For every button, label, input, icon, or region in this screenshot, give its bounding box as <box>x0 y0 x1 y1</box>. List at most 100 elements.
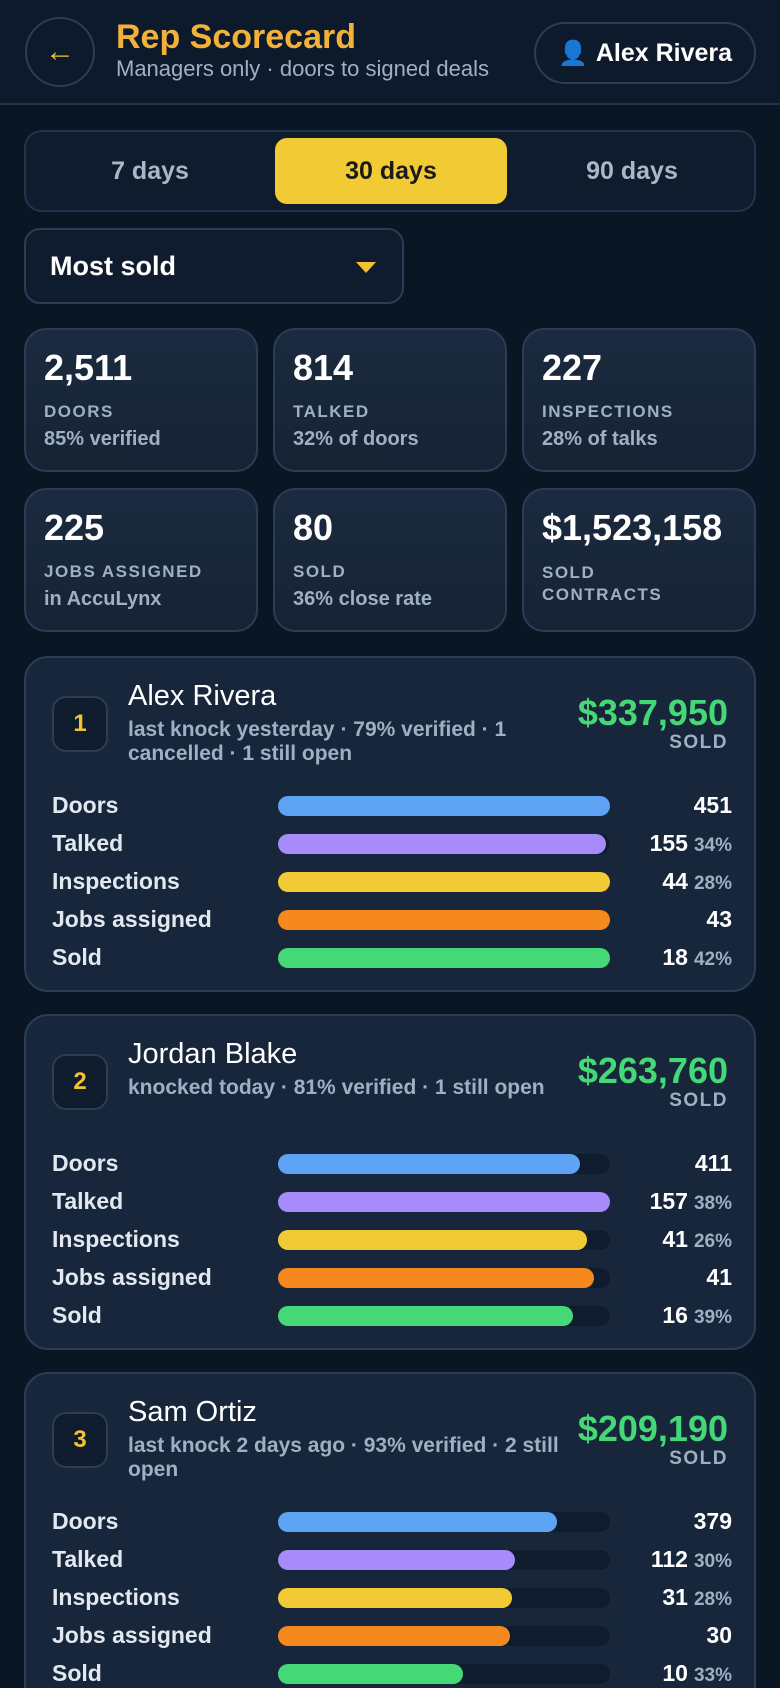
metric-bar-fill <box>278 910 610 930</box>
tab-label: 90 days <box>586 156 678 185</box>
stat-value: 814 <box>293 347 354 388</box>
stat-card-sold: 80 SOLD 36% close rate <box>273 488 507 632</box>
metric-label: Sold <box>52 1302 102 1328</box>
metric-percent: 26% <box>693 1231 732 1252</box>
metric-bar-track <box>278 1154 610 1174</box>
rep-meta: last knock 2 days ago · 93% verified · 2… <box>128 1434 559 1481</box>
rep-card[interactable]: 3 Sam Ortiz last knock 2 days ago · 93% … <box>24 1372 756 1688</box>
tab-30-days[interactable]: 30 days <box>275 138 507 204</box>
metric-rows: Doors 411 Talked 157 38% Inspections 41 26% Jobs… <box>52 1148 732 1338</box>
back-arrow-icon: ← <box>45 35 75 68</box>
metric-bar-fill <box>278 1664 463 1684</box>
back-button[interactable]: ← <box>25 17 95 87</box>
metric-bar-track <box>278 1664 610 1684</box>
metric-label: Doors <box>52 1508 119 1534</box>
metric-label: Talked <box>52 1188 124 1214</box>
stat-value: 225 <box>44 507 105 548</box>
rank-badge: 2 <box>52 1054 108 1110</box>
metric-row: Jobs assigned 43 <box>52 904 732 942</box>
stat-card-sold-contracts: $1,523,158 SOLD CONTRACTS <box>522 488 756 632</box>
stat-label: DOORS <box>44 401 114 421</box>
metric-bar-fill <box>278 1512 557 1532</box>
metric-value: 16 39% <box>662 1300 732 1333</box>
metric-value: 155 34% <box>650 828 732 861</box>
metric-bar-track <box>278 834 610 854</box>
metric-bar-fill <box>278 872 610 892</box>
metric-bar-track <box>278 1550 610 1570</box>
metric-label: Talked <box>52 1546 124 1572</box>
metric-value: 451 <box>694 790 732 820</box>
metric-bar-fill <box>278 1230 588 1250</box>
metric-row: Inspections 44 28% <box>52 866 732 904</box>
sold-amount-label: SOLD <box>669 732 728 753</box>
metric-row: Talked 155 34% <box>52 828 732 866</box>
metric-value: 30 <box>706 1620 732 1650</box>
metric-bar-track <box>278 1588 610 1608</box>
metric-label: Jobs assigned <box>52 1264 212 1290</box>
metric-bar-track <box>278 948 610 968</box>
metric-bar-track <box>278 1268 610 1288</box>
user-menu-button[interactable]: 👤 Alex Rivera <box>534 22 756 84</box>
metric-count: 379 <box>693 1508 732 1534</box>
metric-count: 16 <box>662 1302 688 1328</box>
metric-percent: 42% <box>693 949 732 970</box>
metric-bar-track <box>278 910 610 930</box>
metric-count: 112 <box>650 1546 688 1572</box>
metric-row: Sold 18 42% <box>52 942 732 980</box>
rep-card[interactable]: 2 Jordan Blake knocked today · 81% verif… <box>24 1014 756 1350</box>
tab-label: 30 days <box>345 156 437 185</box>
rep-meta: knocked today · 81% verified · 1 still o… <box>128 1076 545 1099</box>
stat-value: 227 <box>542 347 603 388</box>
metric-count: 451 <box>693 792 732 818</box>
metric-row: Sold 10 33% <box>52 1658 732 1688</box>
metric-count: 18 <box>662 944 688 970</box>
metric-bar-fill <box>278 1154 581 1174</box>
metric-count: 43 <box>706 906 732 932</box>
metric-bar-track <box>278 1230 610 1250</box>
stat-value: 2,511 <box>44 347 133 388</box>
metric-row: Sold 16 39% <box>52 1300 732 1338</box>
metric-bar-fill <box>278 1268 595 1288</box>
metric-bar-track <box>278 1306 610 1326</box>
stat-label: SOLD CONTRACTS <box>542 562 663 604</box>
metric-row: Jobs assigned 30 <box>52 1620 732 1658</box>
sort-select[interactable]: Most sold <box>24 228 404 304</box>
metric-row: Talked 112 30% <box>52 1544 732 1582</box>
rep-meta: last knock yesterday · 79% verified · 1 … <box>128 718 507 765</box>
metric-percent: 33% <box>693 1665 732 1686</box>
metric-count: 41 <box>706 1264 732 1290</box>
metric-percent: 38% <box>693 1193 732 1214</box>
stat-card-talked: 814 TALKED 32% of doors <box>273 328 507 472</box>
metric-bar-track <box>278 1192 610 1212</box>
rep-card[interactable]: 1 Alex Rivera last knock yesterday · 79%… <box>24 656 756 992</box>
metric-bar-fill <box>278 796 610 816</box>
tab-90-days[interactable]: 90 days <box>516 138 748 204</box>
metric-percent: 28% <box>693 1589 732 1610</box>
period-tabs: 7 days 30 days 90 days <box>24 130 756 212</box>
sold-amount-label: SOLD <box>669 1090 728 1111</box>
metric-count: 31 <box>662 1584 688 1610</box>
metric-label: Sold <box>52 1660 102 1686</box>
metric-bar-fill <box>278 834 606 854</box>
rep-name: Jordan Blake <box>128 1038 298 1070</box>
sold-amount: $209,190 <box>577 1408 728 1449</box>
metric-label: Doors <box>52 792 119 818</box>
metric-label: Sold <box>52 944 102 970</box>
metric-label: Jobs assigned <box>52 1622 212 1648</box>
tab-label: 7 days <box>111 156 189 185</box>
stat-label: SOLD <box>293 561 347 581</box>
tab-7-days[interactable]: 7 days <box>34 138 266 204</box>
metric-count: 10 <box>662 1660 688 1686</box>
metric-value: 411 <box>695 1148 732 1178</box>
stat-value: 80 <box>293 507 334 548</box>
metric-label: Inspections <box>52 1584 180 1610</box>
metric-bar-fill <box>278 1550 515 1570</box>
metric-row: Jobs assigned 41 <box>52 1262 732 1300</box>
stat-value: $1,523,158 <box>542 507 723 548</box>
page-subtitle: Managers only · doors to signed deals <box>116 56 489 81</box>
page-title: Rep Scorecard <box>116 18 356 56</box>
rep-name: Sam Ortiz <box>128 1396 257 1428</box>
metric-label: Jobs assigned <box>52 906 212 932</box>
metric-count: 30 <box>706 1622 732 1648</box>
metric-percent: 39% <box>693 1307 732 1328</box>
